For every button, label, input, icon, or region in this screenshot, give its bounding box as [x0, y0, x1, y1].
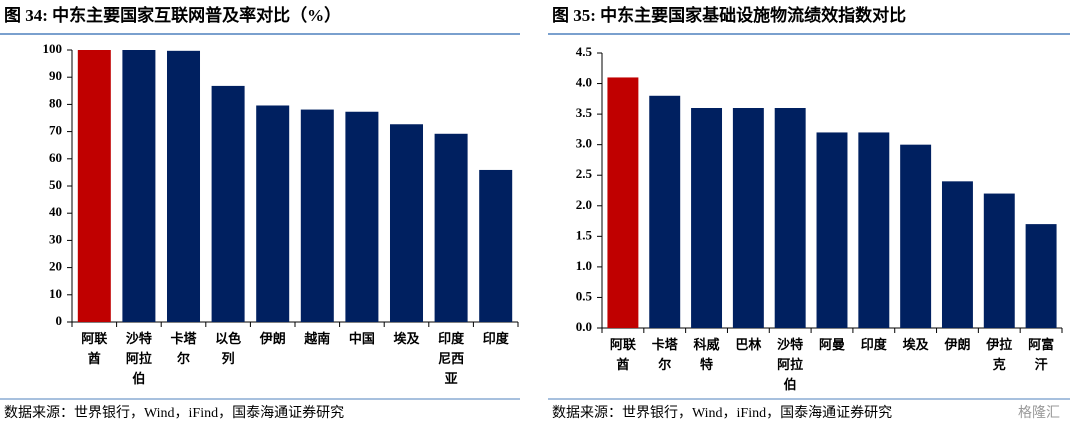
bar: [479, 169, 513, 322]
bar: [983, 193, 1015, 328]
watermark: 格隆汇: [1018, 405, 1060, 421]
x-tick-label: 卡塔尔: [170, 331, 197, 366]
x-tick-label: 巴林: [735, 337, 761, 352]
bar: [300, 109, 334, 323]
bar: [434, 133, 468, 322]
y-tick-label: 90: [49, 68, 62, 83]
bar: [900, 144, 932, 328]
y-tick-label: 1.5: [576, 227, 593, 242]
y-tick-label: 0: [56, 313, 63, 328]
bar: [607, 77, 639, 328]
y-tick-label: 10: [49, 286, 62, 301]
y-tick-label: 2.0: [576, 197, 592, 212]
y-tick-label: 100: [43, 41, 63, 56]
x-tick-label: 以色列: [215, 331, 241, 366]
x-tick-label: 伊朗: [943, 337, 970, 352]
y-tick-label: 4.5: [576, 44, 593, 59]
x-tick-label: 中国: [349, 331, 375, 346]
x-tick-label: 伊拉克: [985, 337, 1012, 372]
bar: [345, 111, 379, 322]
y-tick-label: 3.0: [576, 136, 592, 151]
x-tick-label: 埃及: [903, 337, 930, 352]
y-tick-label: 1.0: [576, 258, 592, 273]
bar: [649, 95, 681, 329]
bar: [1025, 224, 1057, 328]
x-tick-label: 卡塔尔: [652, 337, 679, 372]
bar: [77, 50, 111, 322]
x-tick-label: 阿联酋: [81, 331, 107, 366]
chart-title: 图 34: 中东主要国家互联网普及率对比（%）: [4, 5, 341, 25]
bar: [774, 108, 806, 328]
bar: [122, 50, 156, 322]
bar: [256, 105, 290, 322]
y-tick-label: 20: [49, 259, 62, 274]
bar: [816, 132, 848, 328]
bar: [858, 132, 890, 328]
x-tick-label: 沙特阿拉伯: [126, 331, 152, 386]
y-tick-label: 70: [49, 123, 62, 138]
x-tick-label: 越南: [303, 331, 330, 346]
x-tick-label: 阿联酋: [610, 337, 636, 372]
bar: [389, 124, 424, 322]
y-tick-label: 60: [49, 150, 62, 165]
y-tick-label: 30: [49, 231, 62, 246]
y-tick-label: 0.0: [576, 319, 592, 334]
x-tick-label: 印度: [483, 331, 510, 346]
y-tick-label: 50: [49, 177, 62, 192]
x-tick-label: 科威特: [694, 337, 720, 372]
y-tick-label: 40: [49, 204, 62, 219]
y-tick-label: 4.0: [576, 75, 592, 90]
y-tick-label: 3.5: [576, 105, 593, 120]
bar: [211, 85, 245, 323]
bar: [941, 181, 973, 328]
bar: [166, 50, 201, 322]
y-tick-label: 2.5: [576, 166, 593, 181]
x-tick-label: 印度尼西亚: [438, 331, 465, 386]
x-tick-label: 阿富汗: [1028, 337, 1054, 372]
x-tick-label: 埃及: [393, 331, 420, 346]
x-tick-label: 阿曼: [819, 337, 845, 352]
source: 数据来源：世界银行，Wind，iFind，国泰海通证券研究: [4, 405, 344, 421]
bar: [732, 108, 764, 328]
y-tick-label: 0.5: [576, 288, 593, 303]
x-tick-label: 沙特阿拉伯: [777, 337, 803, 392]
chart-title: 图 35: 中东主要国家基础设施物流绩效指数对比: [552, 5, 906, 25]
x-tick-label: 伊朗: [259, 331, 286, 346]
x-tick-label: 印度: [861, 337, 888, 352]
source: 数据来源：世界银行，Wind，iFind，国泰海通证券研究: [552, 405, 892, 421]
bar: [691, 108, 723, 328]
y-tick-label: 80: [49, 95, 62, 110]
